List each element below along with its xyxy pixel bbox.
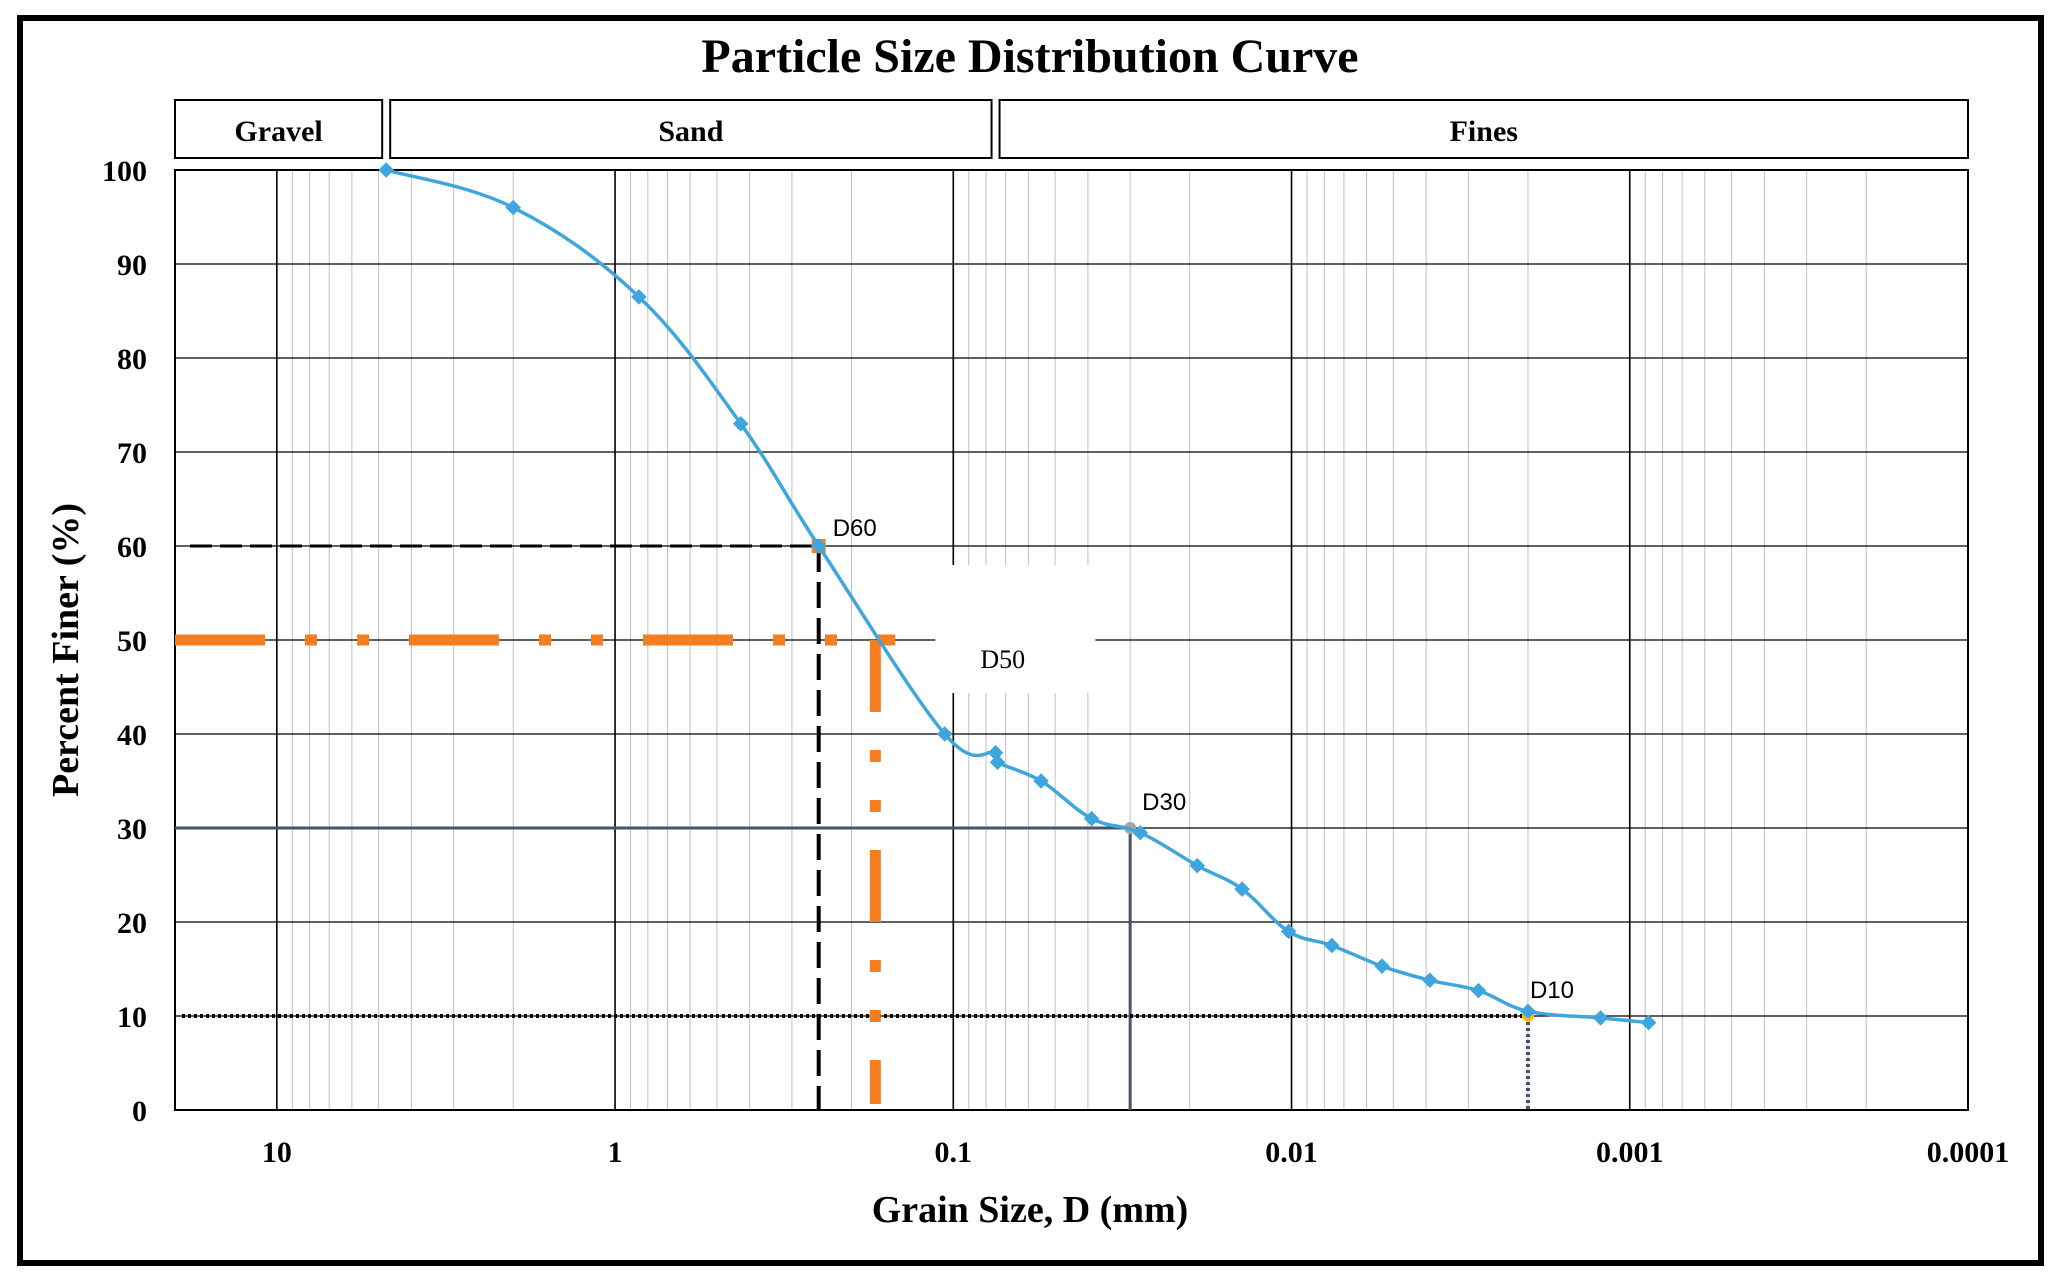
y-tick-label: 0 [132, 1095, 147, 1128]
y-tick-label: 80 [117, 343, 147, 376]
gradation-data-point [810, 538, 827, 554]
y-tick-label: 100 [102, 155, 147, 188]
chart-title: Particle Size Distribution Curve [701, 30, 1358, 83]
y-tick-label: 20 [117, 907, 147, 940]
gradation-data-point [378, 162, 394, 178]
gradation-data-point [1280, 923, 1297, 940]
gradation-data-point [1189, 857, 1206, 874]
gradation-data-point [1640, 1014, 1657, 1031]
x-tick-label: 10 [262, 1136, 292, 1169]
x-tick-labels: 10 1 0.1 0.01 0.001 0.0001 [262, 1136, 2009, 1169]
gradation-data-point [936, 726, 953, 742]
y-tick-label: 30 [117, 813, 147, 846]
gradation-data-point [1592, 1010, 1609, 1026]
y-tick-label: 40 [117, 719, 147, 752]
d10-label: D10 [1530, 977, 1574, 1004]
gradation-data-point [505, 199, 522, 216]
series-group [378, 162, 1657, 1031]
x-tick-label: 1 [608, 1136, 623, 1169]
reference-lines: D60 D30 D10 D50 [175, 515, 1574, 1110]
y-tick-labels: 0 10 20 30 40 50 60 70 80 90 100 [102, 155, 147, 1128]
y-tick-label: 10 [117, 1001, 147, 1034]
y-axis-label: Percent Finer (%) [45, 503, 87, 797]
d50-label: D50 [980, 645, 1025, 674]
band-label-fines: Fines [1450, 115, 1518, 148]
gradation-data-point [1132, 824, 1149, 841]
x-tick-label: 0.0001 [1927, 1136, 2010, 1169]
gradation-data-point [1374, 958, 1390, 974]
d30-label: D30 [1142, 789, 1186, 816]
y-tick-label: 60 [117, 531, 147, 564]
gradation-data-point [989, 754, 1006, 770]
band-box-gravel [174, 99, 384, 159]
gradation-data-point [1234, 881, 1250, 897]
gradation-curve-line [385, 168, 1649, 1025]
gradation-data-point [1083, 810, 1100, 827]
gradation-data-point [1470, 982, 1487, 999]
classification-bands: Gravel Sand Fines [174, 99, 1969, 159]
d50-label-box [935, 565, 1096, 693]
x-tick-label: 0.001 [1596, 1136, 1664, 1169]
band-box-sand [389, 99, 993, 159]
band-label-gravel: Gravel [234, 115, 322, 148]
y-tick-label: 90 [117, 249, 147, 282]
band-box-fines [998, 99, 1969, 159]
band-label-sand: Sand [658, 115, 723, 148]
x-axis-label: Grain Size, D (mm) [872, 1189, 1189, 1231]
x-tick-label: 0.1 [935, 1136, 973, 1169]
gradation-data-point [1033, 773, 1049, 789]
y-tick-label: 50 [117, 625, 147, 658]
gradation-data-point [1422, 972, 1438, 989]
gradation-data-point [1520, 1003, 1536, 1020]
x-tick-label: 0.01 [1265, 1136, 1318, 1169]
d60-label: D60 [833, 515, 877, 542]
y-tick-label: 70 [117, 437, 147, 470]
gradation-data-point [1324, 937, 1340, 954]
